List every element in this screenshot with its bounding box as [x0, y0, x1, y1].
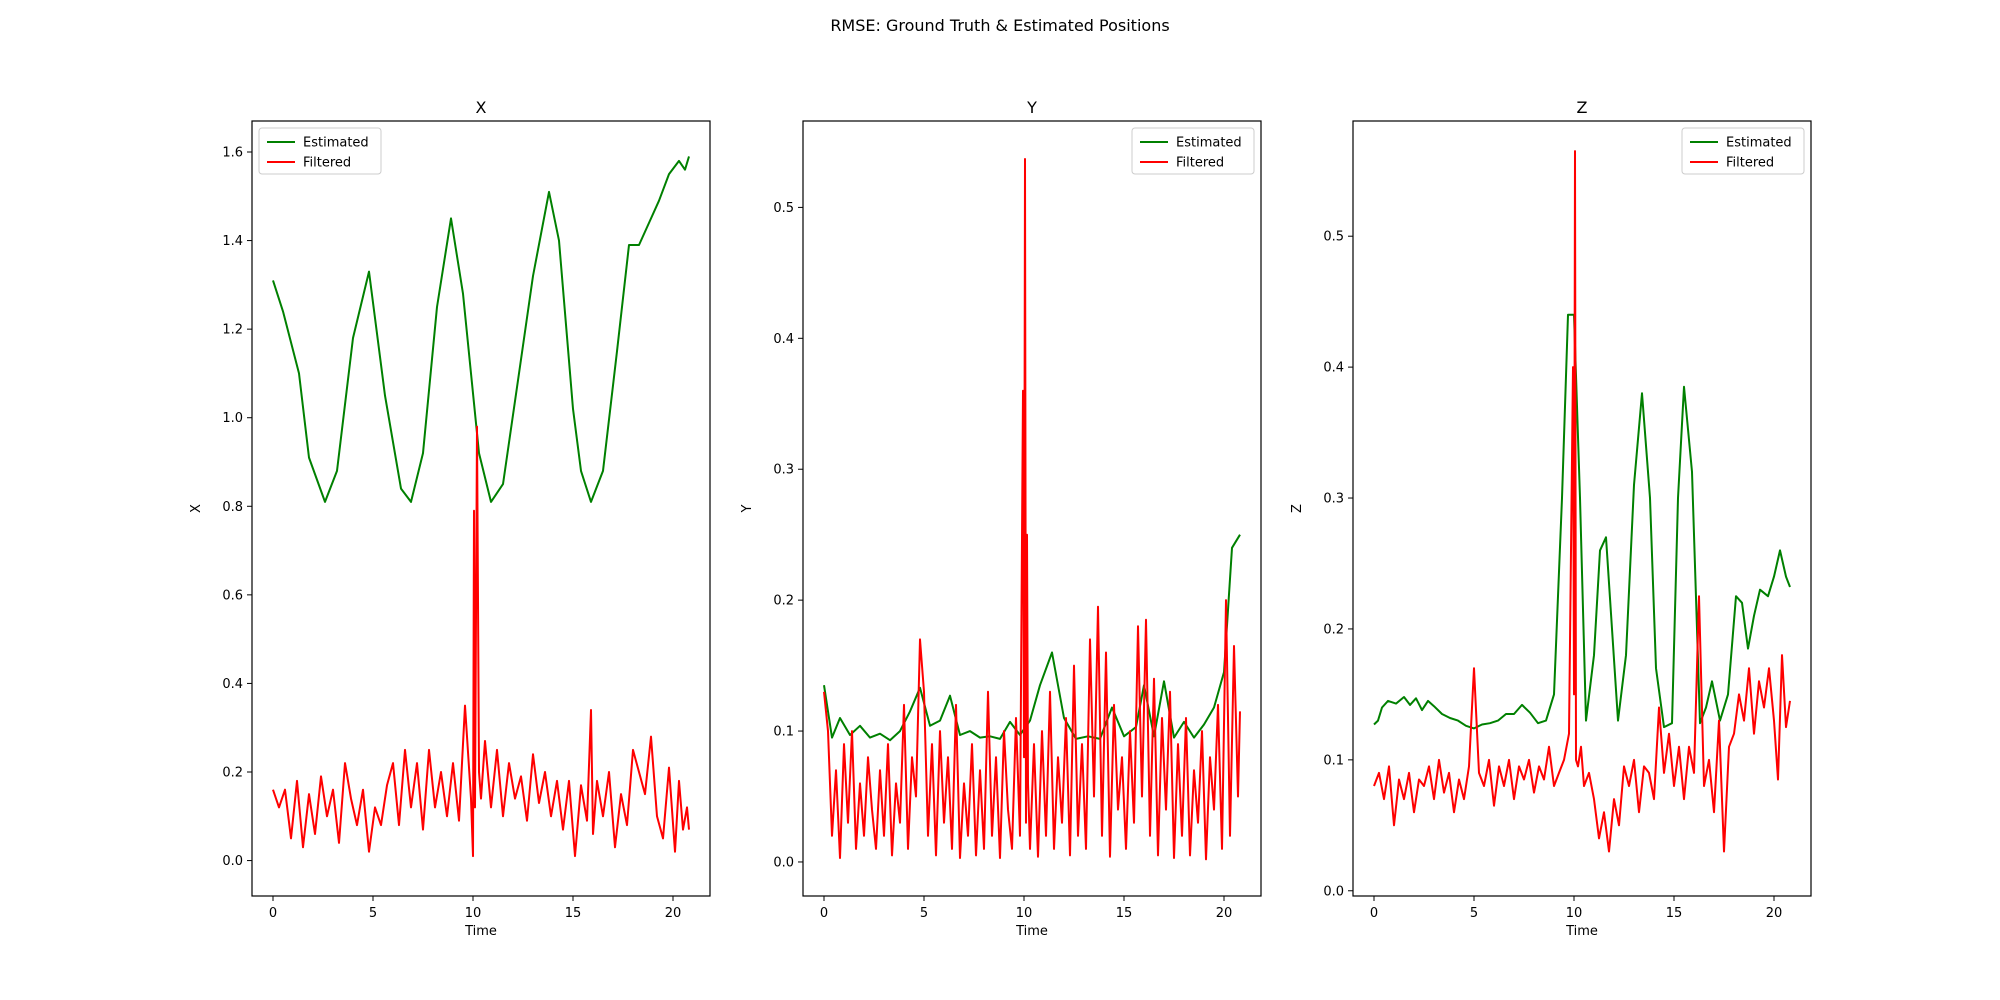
x-tick-label-z: 10	[1566, 906, 1583, 921]
series-line-estimated-z	[1373, 313, 1791, 730]
legend-z: Estimated Filtered	[1681, 127, 1805, 175]
y-tick-label-x: 0.2	[222, 766, 243, 781]
y-tick-label-y: 0.3	[773, 463, 794, 478]
y-tick-label-x: 1.6	[222, 146, 243, 161]
y-tick-label-x: 1.2	[222, 323, 243, 338]
x-tick-label-z: 0	[1370, 906, 1378, 921]
subplot-z: 0 5 10 15 20 0.0 0.1 0.2 0.3 0.4 0.5 Z Time Z Estimate…	[1290, 98, 1812, 939]
series-line-filtered-z	[1373, 150, 1791, 853]
y-tick-label-y: 0.4	[773, 332, 794, 347]
x-tick-label-y: 10	[1016, 906, 1033, 921]
legend-label-filtered-y: Filtered	[1176, 156, 1224, 171]
y-tick-label-x: 0.8	[222, 500, 243, 515]
x-tick-label-y: 15	[1116, 906, 1133, 921]
y-tick-label-z: 0.5	[1323, 230, 1344, 245]
y-tick-label-y: 0.2	[773, 594, 794, 609]
y-tick-label-z: 0.1	[1323, 753, 1344, 768]
x-tick-label-z: 20	[1766, 906, 1783, 921]
series-line-filtered-x	[272, 425, 690, 858]
y-tick-label-x: 0.4	[222, 677, 243, 692]
legend-x: Estimated Filtered	[258, 127, 382, 175]
x-tick-label-y: 5	[920, 906, 928, 921]
x-tick-label-y: 20	[1216, 906, 1233, 921]
y-tick-label-x: 0.6	[222, 588, 243, 603]
x-tick-label-x: 5	[369, 906, 377, 921]
x-tick-label-x: 15	[565, 906, 582, 921]
y-tick-label-z: 0.0	[1323, 884, 1344, 899]
y-tick-label-y: 0.5	[773, 201, 794, 216]
panel-title-z: Z	[1577, 98, 1588, 117]
axes-frame-x	[251, 120, 711, 897]
y-tick-label-x: 1.4	[222, 234, 243, 249]
legend-label-filtered-x: Filtered	[303, 156, 351, 171]
legend-label-estimated-z: Estimated	[1726, 136, 1792, 151]
x-tick-label-x: 10	[465, 906, 482, 921]
x-tick-label-y: 0	[820, 906, 828, 921]
y-tick-label-x: 0.0	[222, 854, 243, 869]
y-tick-label-z: 0.4	[1323, 361, 1344, 376]
y-axis-label-y: Y	[740, 504, 755, 513]
y-tick-label-y: 0.0	[773, 855, 794, 870]
figure-suptitle: RMSE: Ground Truth & Estimated Positions	[830, 16, 1169, 35]
panel-title-y: Y	[1026, 98, 1037, 117]
x-axis-label-x: Time	[464, 924, 497, 939]
y-tick-label-z: 0.2	[1323, 622, 1344, 637]
y-axis-label-x: X	[189, 504, 204, 513]
y-tick-label-z: 0.3	[1323, 492, 1344, 507]
x-tick-label-z: 5	[1470, 906, 1478, 921]
legend-label-filtered-z: Filtered	[1726, 156, 1774, 171]
y-tick-label-x: 1.0	[222, 411, 243, 426]
x-tick-label-x: 0	[269, 906, 277, 921]
y-tick-label-y: 0.1	[773, 725, 794, 740]
legend-label-estimated-y: Estimated	[1176, 136, 1242, 151]
legend-y: Estimated Filtered	[1131, 127, 1255, 175]
series-line-filtered-y	[823, 158, 1241, 861]
x-axis-label-y: Time	[1015, 924, 1048, 939]
subplot-x: 0 5 10 15 20 0.0 0.2 0.4 0.6 0.8 1.0 1.2 1.4 1.6 X Time…	[189, 98, 711, 939]
x-tick-label-z: 15	[1666, 906, 1683, 921]
legend-label-estimated-x: Estimated	[303, 136, 369, 151]
subplot-panels: 0 5 10 15 20 0.0 0.2 0.4 0.6 0.8 1.0 1.2 1.4 1.6 X Time…	[189, 98, 1812, 939]
subplot-y: 0 5 10 15 20 0.0 0.1 0.2 0.3 0.4 0.5 Y Time Y Estimate…	[740, 98, 1262, 939]
series-line-estimated-x	[272, 156, 690, 503]
axes-frame-y	[802, 120, 1262, 897]
y-axis-label-z: Z	[1290, 504, 1305, 513]
axes-frame-z	[1352, 120, 1812, 897]
x-tick-label-x: 20	[665, 906, 682, 921]
panel-title-x: X	[476, 98, 487, 117]
x-axis-label-z: Time	[1565, 924, 1598, 939]
